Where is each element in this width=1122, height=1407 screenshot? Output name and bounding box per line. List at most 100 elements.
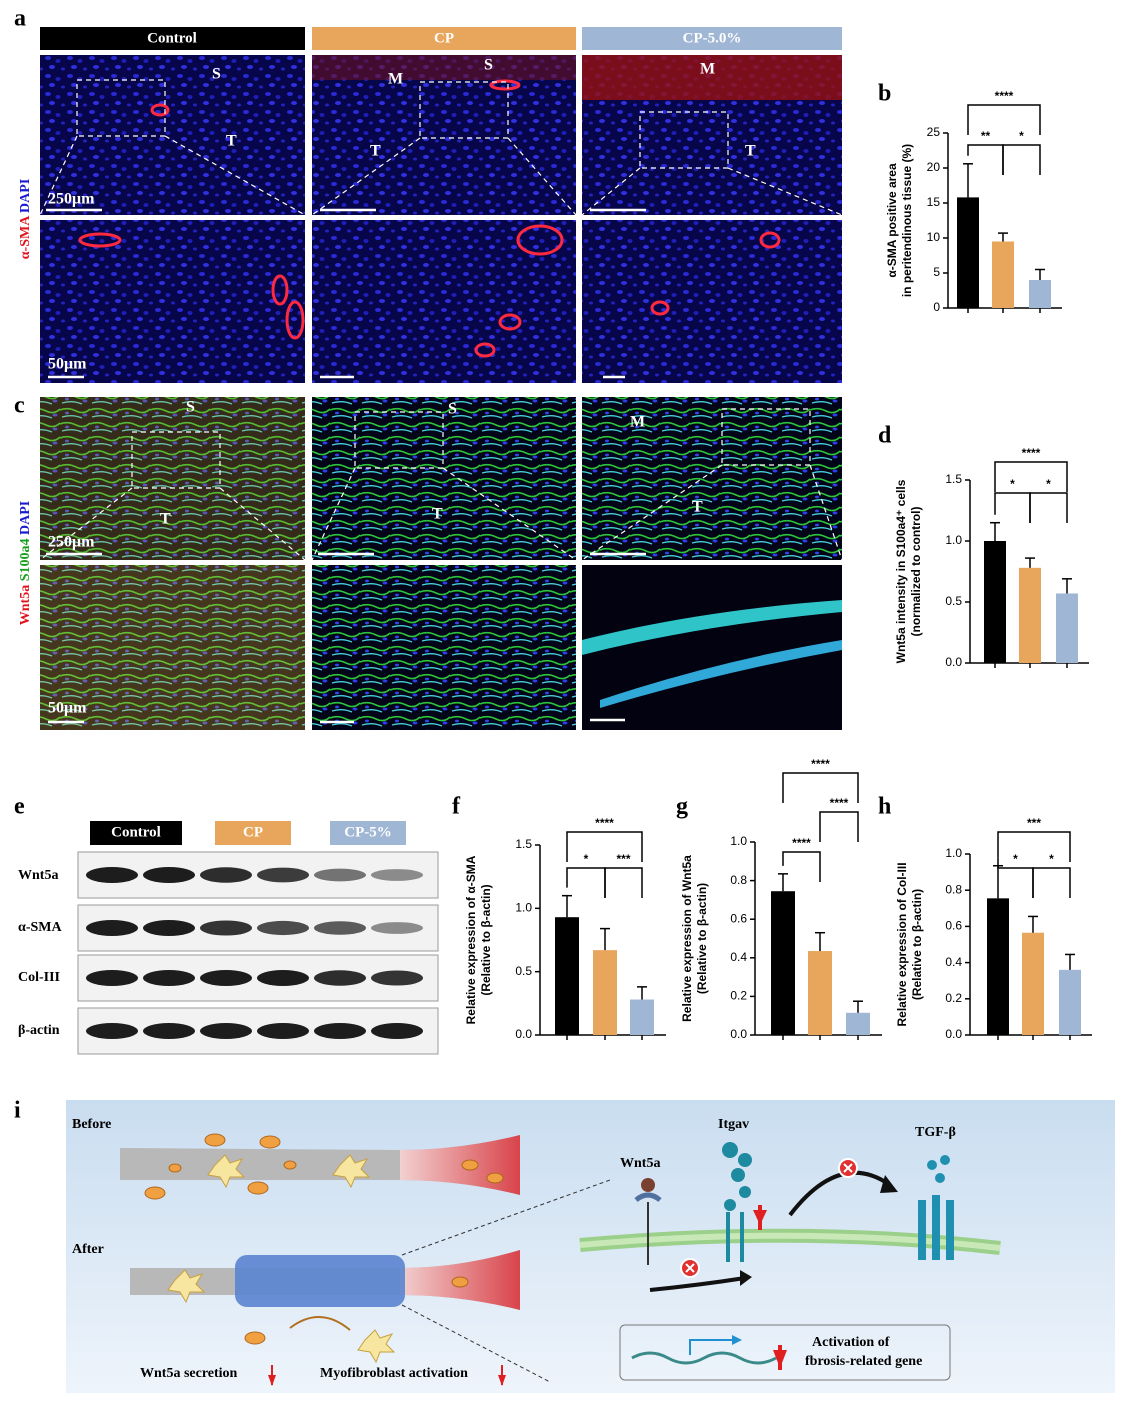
stain: S100a4 bbox=[18, 538, 33, 581]
blot-band bbox=[257, 970, 309, 986]
significance-bracket bbox=[566, 831, 643, 862]
significance-bracket bbox=[782, 851, 821, 882]
significance-bracket bbox=[782, 772, 859, 803]
y-tick-label: 0.8 bbox=[730, 873, 747, 887]
y-axis-label: (normalized to control) bbox=[909, 507, 923, 637]
schematic-label: Wnt5a bbox=[620, 1156, 660, 1171]
blot-band bbox=[143, 970, 195, 986]
blot-band bbox=[257, 867, 309, 883]
y-tick-label: 0.6 bbox=[730, 911, 747, 925]
blot-band bbox=[86, 970, 138, 986]
blot-row-label: Wnt5a bbox=[18, 868, 58, 883]
panel-label: i bbox=[14, 1098, 21, 1124]
significance-bracket bbox=[994, 461, 1068, 492]
y-axis-label: (Relative to β-actin) bbox=[479, 884, 493, 995]
western-blot bbox=[77, 851, 439, 1055]
scale-label: 250μm bbox=[48, 534, 95, 551]
y-tick-label: 1.5 bbox=[515, 837, 532, 851]
scale-label: 50μm bbox=[48, 356, 87, 373]
blot-band bbox=[200, 1023, 252, 1039]
tissue-label: T bbox=[692, 499, 703, 516]
significance-bracket bbox=[566, 867, 606, 898]
tissue-label: S bbox=[448, 401, 457, 418]
micrographs-c bbox=[39, 397, 843, 730]
bar bbox=[555, 917, 579, 1035]
tissue-label: T bbox=[432, 506, 443, 523]
scale-label: 250μm bbox=[48, 191, 95, 208]
significance-bracket bbox=[1002, 144, 1041, 175]
stain-label: α-SMA DAPI bbox=[18, 179, 33, 260]
significance-bracket bbox=[604, 867, 643, 898]
blot-band bbox=[200, 867, 252, 883]
tissue-label: S bbox=[484, 57, 493, 74]
blot-band bbox=[200, 970, 252, 986]
significance-label: * bbox=[1046, 477, 1051, 491]
significance-label: **** bbox=[830, 796, 849, 810]
bar bbox=[630, 999, 654, 1035]
stain-label: Wnt5a S100a4 DAPI bbox=[18, 501, 33, 625]
blot-band bbox=[143, 920, 195, 936]
blot-band bbox=[86, 920, 138, 936]
group-header: Control bbox=[111, 824, 161, 840]
header-box bbox=[330, 821, 406, 845]
panel-label: g bbox=[676, 794, 688, 820]
blot-band bbox=[314, 868, 366, 882]
blot-band bbox=[314, 970, 366, 986]
y-tick-label: 5 bbox=[933, 265, 940, 279]
group-header: CP-5% bbox=[344, 824, 392, 840]
header-box bbox=[40, 27, 305, 50]
blot-band bbox=[86, 1023, 138, 1039]
panel-label: d bbox=[878, 423, 892, 449]
y-axis-label: Relative expression of α-SMA bbox=[464, 855, 478, 1024]
significance-bracket bbox=[1032, 867, 1071, 898]
panel-label: f bbox=[452, 794, 461, 820]
scale-label: 50μm bbox=[48, 700, 87, 717]
micrographs-a bbox=[39, 55, 843, 383]
schematic-label: Myofibroblast activation bbox=[320, 1366, 468, 1381]
stain: DAPI bbox=[18, 179, 33, 213]
significance-label: *** bbox=[616, 852, 630, 866]
y-tick-label: 15 bbox=[927, 195, 941, 209]
y-tick-label: 0.4 bbox=[730, 950, 747, 964]
tissue-label: M bbox=[630, 414, 645, 431]
panel-label: a bbox=[14, 6, 26, 32]
y-tick-label: 0.4 bbox=[945, 955, 962, 969]
significance-bracket bbox=[967, 144, 1004, 175]
bar bbox=[808, 951, 832, 1035]
y-tick-label: 20 bbox=[927, 160, 941, 174]
stage-label: After bbox=[72, 1242, 104, 1257]
stain: DAPI bbox=[18, 501, 33, 535]
blot-band bbox=[371, 922, 423, 934]
y-tick-label: 1.0 bbox=[945, 846, 962, 860]
significance-label: **** bbox=[792, 836, 811, 850]
significance-bracket bbox=[1029, 492, 1068, 523]
tissue-label: T bbox=[160, 511, 171, 528]
stain: α-SMA bbox=[18, 215, 33, 259]
significance-label: * bbox=[1013, 852, 1018, 866]
panel-label: b bbox=[878, 81, 891, 107]
y-axis-label: (Relative to β-actin) bbox=[910, 889, 924, 1000]
bar bbox=[984, 541, 1006, 663]
significance-bracket bbox=[967, 104, 1041, 135]
panel-label: c bbox=[14, 393, 25, 419]
blot-band bbox=[314, 1023, 366, 1039]
stage-label: Before bbox=[72, 1117, 111, 1132]
blot-band bbox=[86, 867, 138, 883]
y-tick-label: 25 bbox=[927, 125, 941, 139]
blot-band bbox=[257, 920, 309, 936]
bar bbox=[846, 1012, 870, 1035]
bar bbox=[1029, 280, 1051, 308]
significance-label: *** bbox=[1027, 816, 1041, 830]
tissue-label: S bbox=[212, 66, 221, 83]
schematic-label: fbrosis-related gene bbox=[805, 1354, 922, 1369]
schematic-label: TGF-β bbox=[915, 1125, 956, 1140]
bar bbox=[1019, 567, 1041, 663]
blot-band bbox=[371, 1023, 423, 1039]
header-box bbox=[582, 27, 842, 50]
blot-band bbox=[143, 1023, 195, 1039]
y-axis-label: Relative expression of Col-III bbox=[895, 862, 909, 1026]
stain: Wnt5a bbox=[18, 585, 33, 625]
y-tick-label: 1.0 bbox=[730, 834, 747, 848]
header-box bbox=[215, 821, 291, 845]
